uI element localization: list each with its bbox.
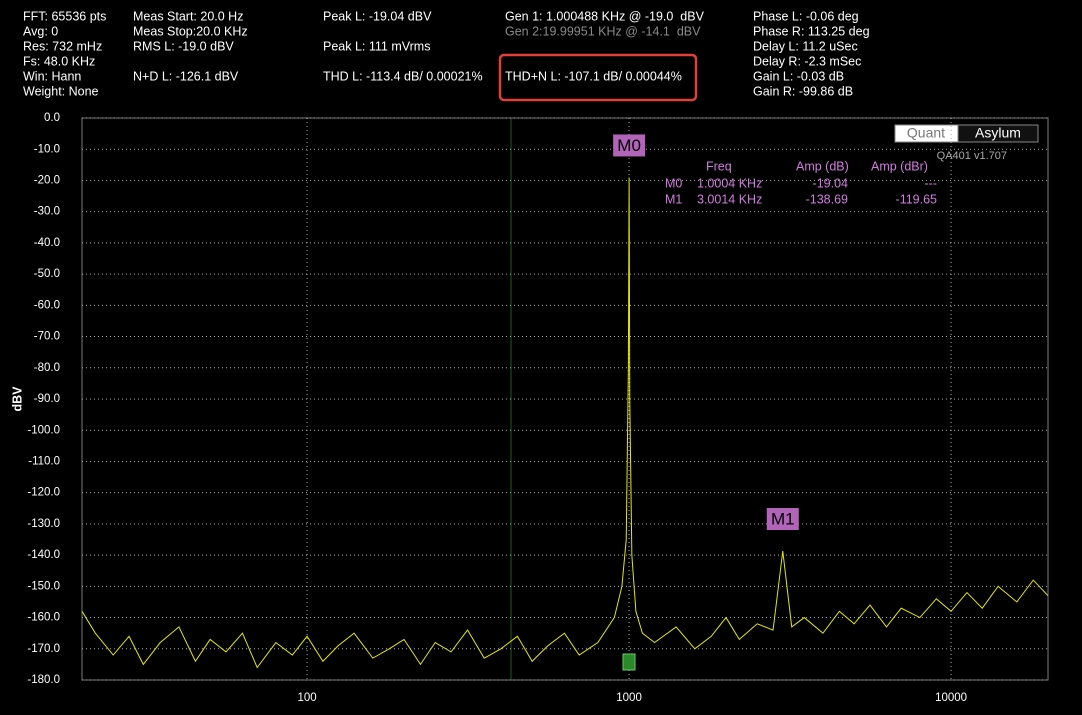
marker-amp: -19.04	[813, 176, 848, 190]
stat: Phase R: 113.25 deg	[753, 24, 870, 38]
stat: Win: Hann	[23, 69, 81, 83]
header: FFT: 65536 pts Avg: 0 Res: 732 mHz Fs: 4…	[23, 9, 870, 102]
stat: Peak L: -19.04 dBV	[323, 9, 432, 23]
marker-freq: 1.0004 KHz	[697, 176, 762, 190]
marker-label-box	[613, 134, 646, 157]
marker-label: M1	[771, 510, 795, 529]
marker-ampr: -119.65	[896, 192, 938, 206]
marker-label: M0	[617, 136, 641, 155]
y-tick-label: -90.0	[34, 393, 60, 405]
stat: Res: 732 mHz	[23, 39, 102, 53]
y-tick-label: -100.0	[27, 424, 60, 436]
y-tick-label: -150.0	[27, 580, 60, 592]
x-tick-label: 100	[297, 692, 316, 704]
marker-name: M0	[665, 176, 682, 190]
marker-label-box	[766, 508, 799, 531]
stat: Gain R: -99.86 dB	[753, 84, 853, 98]
stat: Peak L: 111 mVrms	[323, 39, 430, 53]
y-tick-label: -60.0	[34, 299, 60, 311]
y-tick-label: -110.0	[28, 455, 60, 467]
x-tick-label: 10000	[935, 692, 967, 704]
logo-text: Asylum	[975, 125, 1021, 141]
logo-text: Quant	[907, 125, 945, 141]
y-tick-label: -10.0	[34, 143, 60, 155]
stat: N+D L: -126.1 dBV	[133, 69, 239, 83]
stat: FFT: 65536 pts	[23, 9, 106, 23]
stat: Avg: 0	[23, 24, 58, 38]
stat: THD L: -113.4 dB/ 0.00021%	[323, 69, 483, 83]
spectrum-line	[81, 177, 1049, 669]
stat: Delay R: -2.3 mSec	[753, 54, 861, 68]
stat: RMS L: -19.0 dBV	[133, 39, 234, 53]
y-tick-label: 0.0	[44, 112, 60, 124]
stat: Gen 2:19.99951 KHz @ -14.1 dBV	[505, 24, 701, 38]
logo: Quant Asylum QA401 v1.707	[894, 124, 1039, 162]
y-tick-label: -50.0	[34, 268, 60, 280]
y-tick-label: -130.0	[27, 518, 60, 530]
y-axis-label: dBV	[10, 386, 24, 412]
marker-freq: 3.0014 KHz	[697, 192, 762, 206]
y-tick-label: -70.0	[34, 331, 60, 343]
marker-name: M1	[665, 192, 682, 206]
logo-box	[957, 124, 1039, 143]
y-tick-label: -20.0	[34, 174, 60, 186]
y-tick-label: -180.0	[27, 674, 60, 686]
y-tick-label: -40.0	[34, 237, 60, 249]
stat: Meas Start: 20.0 Hz	[133, 9, 243, 23]
stat: Gain L: -0.03 dB	[753, 69, 844, 83]
x-tick-label: 1000	[616, 692, 642, 704]
marker-table-header: Freq	[706, 159, 732, 173]
stat: Delay L: 11.2 uSec	[753, 39, 858, 53]
y-tick-label: -160.0	[27, 612, 60, 624]
marker-table-header: Amp (dB)	[796, 159, 849, 173]
stat: Weight: None	[23, 84, 99, 98]
y-tick-label: -120.0	[27, 487, 60, 499]
stat: Gen 1: 1.000488 KHz @ -19.0 dBV	[505, 9, 705, 23]
cursor-handle	[622, 653, 636, 671]
stat: Meas Stop:20.0 KHz	[133, 24, 248, 38]
marker-table-header: Amp (dBr)	[871, 159, 928, 173]
stat: Fs: 48.0 KHz	[23, 54, 95, 68]
y-tick-label: -80.0	[34, 362, 60, 374]
y-tick-label: -30.0	[34, 206, 60, 218]
highlight-box	[498, 53, 698, 102]
version: QA401 v1.707	[937, 150, 1007, 162]
stat: Phase L: -0.06 deg	[753, 9, 859, 23]
y-tick-label: -170.0	[27, 643, 60, 655]
marker-ampr: ---	[925, 176, 938, 190]
plot: 0.0 -10.0 -20.0 -30.0 -40.0 -50.0 -60.0 -70.0 -8…	[27, 112, 1049, 704]
y-tick-label: -140.0	[27, 549, 60, 561]
stat: THD+N L: -107.1 dB/ 0.00044%	[505, 69, 682, 83]
marker-amp: -138.69	[806, 192, 848, 206]
